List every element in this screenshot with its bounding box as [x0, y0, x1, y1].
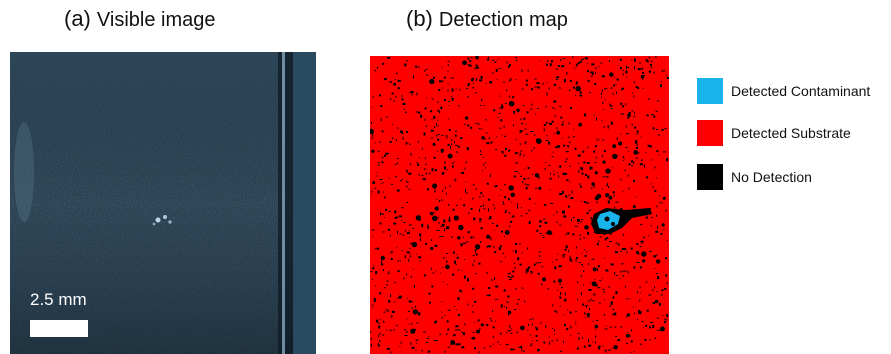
detection-map-graphic	[370, 56, 669, 354]
legend-swatch-substrate	[697, 120, 723, 146]
legend-label-contaminant: Detected Contaminant	[731, 83, 871, 99]
visible-contaminant-speck	[152, 215, 172, 226]
panel-b-title: Detection map	[438, 9, 568, 31]
panel-a-title: Visible image	[96, 9, 216, 31]
panel-b-letter: (b)	[406, 6, 433, 31]
scale-bar	[30, 320, 88, 337]
visible-image: 2.5 mm	[10, 52, 316, 354]
detected-contaminant-region	[591, 208, 652, 234]
visible-image-graphic	[10, 52, 316, 354]
legend-swatch-no-detection	[697, 164, 723, 190]
panel-b-caption: (b) Detection map	[406, 6, 568, 32]
legend-swatch-contaminant	[697, 78, 723, 104]
legend-label-no-detection: No Detection	[731, 169, 812, 185]
legend-label-substrate: Detected Substrate	[731, 125, 851, 141]
panel-a-caption: (a) Visible image	[64, 6, 215, 32]
scale-bar-label: 2.5 mm	[30, 290, 87, 309]
detection-map	[370, 56, 669, 354]
panel-a-letter: (a)	[64, 6, 91, 31]
